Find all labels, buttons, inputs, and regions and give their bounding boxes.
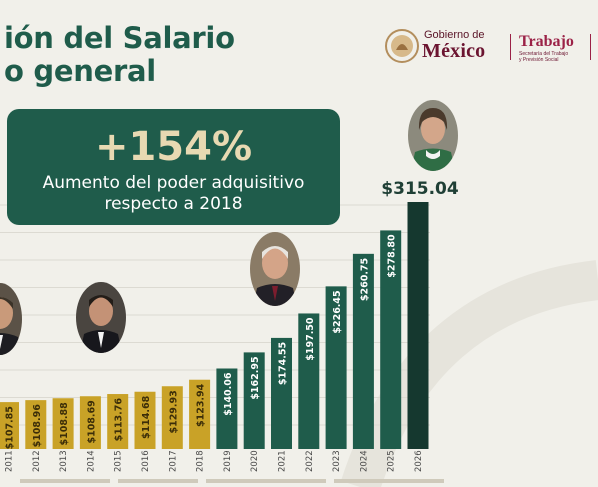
trabajo-subtitle-line-1: Secretaría del Trabajo [519, 51, 569, 57]
data-label-2019: $140.06 [223, 372, 234, 416]
tick-label-2011: 2011 [5, 450, 15, 472]
data-label-2011: $107.85 [5, 406, 16, 449]
tick-label-2015: 2015 [114, 450, 124, 472]
footnote-line [20, 479, 444, 483]
trabajo-subtitle: Secretaría del Trabajo y Previsión Socia… [519, 51, 579, 63]
trabajo-text: Trabajo [519, 33, 574, 50]
tick-label-2024: 2024 [359, 450, 369, 472]
bar-2017 [161, 386, 183, 449]
mexico-text: México [422, 40, 486, 62]
callout-description: Aumento del poder adquisitivo respecto a… [7, 173, 340, 215]
bar-2012 [25, 400, 47, 449]
data-label-2018: $123.94 [196, 383, 207, 427]
data-label-2014: $108.69 [86, 400, 97, 443]
tick-label-2018: 2018 [196, 450, 206, 472]
tick-label-2012: 2012 [32, 450, 42, 472]
bar-2026 [407, 202, 429, 449]
portrait-2 [76, 282, 126, 353]
portrait-4 [408, 100, 458, 171]
data-label-2023: $226.45 [332, 290, 343, 333]
tick-label-2020: 2020 [250, 450, 260, 472]
data-label-2012: $108.96 [32, 404, 43, 448]
bar-2019 [216, 368, 238, 449]
header-divider [510, 34, 511, 60]
portrait-3 [250, 232, 300, 306]
data-label-2020: $162.95 [250, 356, 261, 399]
bar-2011 [0, 402, 19, 449]
bar-2016 [134, 391, 156, 449]
tick-label-2016: 2016 [141, 450, 151, 472]
data-label-2022: $197.50 [305, 317, 316, 361]
callout-percentage: +154% [94, 124, 253, 170]
title-line-1: ión del Salario [4, 21, 235, 55]
callout-description-line-1: Aumento del poder adquisitivo [42, 173, 305, 193]
title-line-2: o general [4, 54, 156, 88]
bar-2018 [189, 379, 211, 449]
national-seal-icon [385, 29, 419, 63]
tick-label-2023: 2023 [332, 450, 342, 472]
data-label-2021: $174.55 [278, 342, 289, 385]
tick-label-2019: 2019 [223, 450, 233, 472]
bar-2024 [352, 253, 374, 449]
data-label-2024: $260.75 [359, 258, 370, 301]
bar-2015 [107, 394, 129, 449]
background-arc [340, 260, 598, 487]
data-label-2017: $129.93 [168, 390, 179, 433]
tick-label-2025: 2025 [387, 450, 397, 472]
data-label-2015: $113.76 [114, 398, 125, 442]
bar-2014 [79, 396, 101, 449]
trabajo-subtitle-line-2: y Previsión Social [519, 57, 559, 63]
data-label-2025: $278.80 [387, 234, 398, 278]
bar-2021 [271, 337, 292, 449]
tick-label-2017: 2017 [168, 450, 178, 472]
callout-description-line-2: respecto a 2018 [104, 194, 243, 214]
header-divider-2 [590, 34, 591, 60]
bar-2020 [243, 352, 265, 449]
tick-label-2014: 2014 [86, 450, 96, 472]
header-logos: Gobierno de México Trabajo Secretaría de… [384, 28, 598, 68]
tick-label-2013: 2013 [59, 450, 69, 472]
gobierno-de-text: Gobierno de [424, 29, 485, 41]
tick-label-2021: 2021 [278, 450, 288, 472]
data-label-2026: $315.04 [381, 179, 459, 199]
tick-label-2022: 2022 [305, 450, 315, 472]
bar-2025 [380, 230, 402, 449]
tick-label-2026: 2026 [414, 450, 424, 472]
purchasing-power-callout: +154% Aumento del poder adquisitivo resp… [7, 109, 340, 225]
data-label-2013: $108.88 [59, 402, 70, 446]
page-title: ión del Salario o general [4, 22, 235, 88]
data-label-2016: $114.68 [141, 395, 152, 439]
bar-2023 [325, 286, 347, 449]
bar-2022 [298, 313, 320, 449]
bar-2013 [52, 398, 74, 449]
